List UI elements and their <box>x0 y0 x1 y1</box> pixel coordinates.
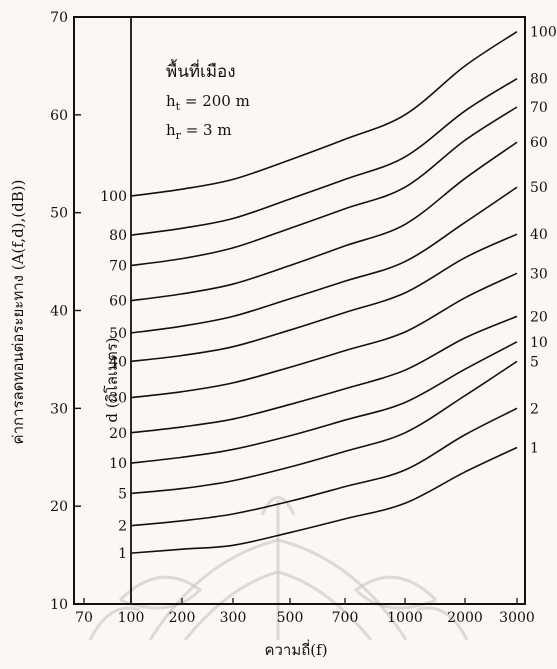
y-tick-label: 50 <box>50 206 68 222</box>
curve-d-2 <box>130 407 518 527</box>
left-label-d-1: 1 <box>118 546 127 562</box>
left-label-d-80: 80 <box>109 228 127 244</box>
area-annotation: พื้นที่เมือง <box>166 59 236 82</box>
right-label-d-10: 10 <box>530 335 548 351</box>
curve-group <box>130 31 518 554</box>
x-tick-label: 700 <box>332 610 359 626</box>
watermark-seal-graphic <box>88 496 469 641</box>
y-axis-title: ค่าการลดทอนต่อระยะทาง (A(f,d),(dB)) <box>9 180 27 445</box>
left-label-d-60: 60 <box>109 294 127 310</box>
left-label-d-100: 100 <box>100 189 127 205</box>
curve-d-50 <box>130 186 518 334</box>
right-label-d-30: 30 <box>530 266 548 282</box>
right-label-d-70: 70 <box>530 100 548 116</box>
curve-d-20 <box>130 315 518 434</box>
left-label-d-10: 10 <box>109 456 127 472</box>
left-label-d-20: 20 <box>109 426 127 442</box>
x-tick-label: 3000 <box>499 610 535 626</box>
hr-subscript: r <box>176 129 182 142</box>
x-tick-label: 1000 <box>387 610 423 626</box>
x-tick-label: 200 <box>169 610 196 626</box>
curve-d-10 <box>130 341 518 464</box>
x-axis-title: ความถี่(f) <box>264 639 327 659</box>
right-label-d-2: 2 <box>530 401 539 417</box>
curve-d-1 <box>130 446 518 554</box>
ht-value: = 200 m <box>180 92 250 110</box>
distance-labels-left: 1 2 5 10 20 30 40 50 60 70 80 100 <box>100 189 127 562</box>
curve-d-5 <box>130 360 518 495</box>
hr-value: = 3 m <box>181 121 232 139</box>
y-tick-label: 70 <box>50 10 68 26</box>
right-label-d-40: 40 <box>530 227 548 243</box>
plot-frame <box>73 16 526 605</box>
receiver-height-annotation: hr = 3 m <box>166 121 232 142</box>
curve-d-30 <box>130 272 518 399</box>
x-tick-label: 2000 <box>447 610 483 626</box>
y-tick-label: 40 <box>50 304 68 320</box>
x-tick-label: 500 <box>277 610 304 626</box>
left-label-d-70: 70 <box>109 258 127 274</box>
distance-labels-right: 1 2 5 10 20 30 40 50 60 70 80 100 <box>530 25 557 457</box>
right-label-d-1: 1 <box>530 440 539 456</box>
y-tick-label: 60 <box>50 108 68 124</box>
left-label-d-40: 40 <box>109 354 127 370</box>
x-tick-label: 300 <box>220 610 247 626</box>
right-label-d-100: 100 <box>530 25 557 41</box>
curve-d-70 <box>130 106 518 267</box>
right-label-d-80: 80 <box>530 72 548 88</box>
curve-d-80 <box>130 77 518 236</box>
right-label-d-5: 5 <box>530 354 539 370</box>
y-tick-label: 10 <box>50 597 68 613</box>
left-label-d-30: 30 <box>109 391 127 407</box>
x-tick-label: 100 <box>118 610 145 626</box>
right-label-d-50: 50 <box>530 180 548 196</box>
left-label-d-5: 5 <box>118 486 127 502</box>
left-label-d-50: 50 <box>109 326 127 342</box>
curve-d-40 <box>130 233 518 363</box>
right-label-d-60: 60 <box>530 135 548 151</box>
y-tick-label: 30 <box>50 401 68 417</box>
transmitter-height-annotation: ht = 200 m <box>166 92 250 113</box>
ht-label: h <box>166 92 176 110</box>
right-label-d-20: 20 <box>530 309 548 325</box>
curve-d-60 <box>130 141 518 302</box>
x-axis-ticks: 70 100 200 300 500 700 1000 2000 3000 <box>75 598 535 626</box>
ht-subscript: t <box>176 100 181 113</box>
distance-axis-title: d (กิโลเมตร) <box>103 337 121 422</box>
y-tick-label: 20 <box>50 499 68 515</box>
x-tick-label: 70 <box>75 610 93 626</box>
left-label-d-2: 2 <box>118 519 127 535</box>
y-axis-ticks: 10 20 30 40 50 60 70 <box>50 10 81 613</box>
hr-label: h <box>166 121 176 139</box>
curve-d-100 <box>130 31 518 197</box>
